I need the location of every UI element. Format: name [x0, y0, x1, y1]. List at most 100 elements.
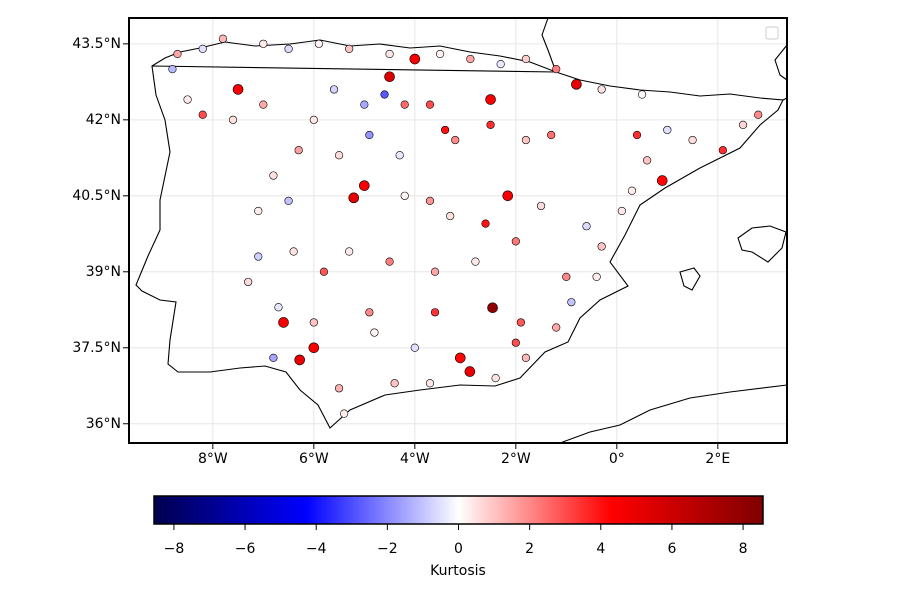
station-point [395, 151, 404, 160]
station-point [430, 267, 440, 276]
station-point [284, 44, 293, 53]
station-point [173, 49, 182, 59]
station-point [348, 192, 360, 204]
station-point [597, 242, 606, 251]
station-point [597, 85, 606, 94]
y-tick-label: 37.5°N [72, 340, 121, 356]
station-point [294, 146, 303, 155]
x-tick-label: 4°W [400, 451, 430, 467]
station-point [425, 196, 435, 205]
station-point [308, 342, 320, 354]
station-point [345, 44, 354, 53]
station-point [289, 247, 298, 256]
africa-coast [559, 384, 788, 444]
station-point [521, 135, 531, 145]
station-point [278, 317, 289, 328]
grid [129, 18, 787, 443]
x-tick-label: 2°W [501, 451, 531, 467]
station-point [627, 186, 637, 195]
y-tick-label: 43.5°N [72, 36, 121, 52]
station-point [663, 125, 672, 135]
colorbar-tick-label: −4 [306, 541, 327, 557]
station-point [365, 308, 374, 317]
station-point [754, 110, 763, 119]
station-point [309, 318, 318, 327]
station-point [329, 85, 339, 94]
legend-box [765, 26, 779, 40]
station-point [360, 100, 369, 109]
station-point [218, 34, 228, 43]
x-tick-label: 0° [609, 451, 625, 467]
station-point [314, 39, 323, 48]
colorbar-tick-label: 8 [739, 541, 748, 557]
colorbar-tick-label: −2 [377, 541, 398, 557]
station-point [269, 171, 278, 180]
station-point [435, 49, 445, 59]
ibiza [679, 267, 701, 291]
station-point [309, 115, 318, 124]
station-point [486, 120, 495, 129]
iberia-coast [135, 39, 784, 429]
station-point [496, 59, 505, 69]
station-point [385, 49, 394, 59]
station-point [738, 120, 748, 129]
station-point [334, 384, 344, 393]
station-point [254, 252, 263, 261]
station-point [521, 353, 531, 362]
station-point [441, 125, 450, 135]
station-point [552, 65, 561, 74]
station-point [637, 90, 647, 99]
station-point [451, 135, 460, 145]
station-point [567, 298, 576, 307]
station-point [370, 328, 379, 337]
station-point [430, 308, 440, 317]
station-point [454, 352, 466, 364]
map-frame [128, 17, 788, 444]
station-point [259, 39, 268, 48]
coastline [135, 17, 788, 444]
x-tick-label: 6°W [299, 451, 329, 467]
station-point [384, 71, 395, 83]
station-point [294, 354, 305, 366]
station-point [491, 374, 500, 383]
station-point [198, 44, 207, 53]
colorbar-label: Kurtosis [430, 563, 486, 579]
station-point [536, 201, 546, 211]
y-tick-label: 40.5°N [72, 188, 121, 204]
station-point [471, 257, 480, 266]
station-point [571, 79, 582, 90]
colorbar-tick-label: 2 [525, 541, 534, 557]
station-point [688, 135, 697, 145]
station-point [390, 379, 399, 388]
station-point [359, 180, 370, 191]
station-point [410, 343, 419, 352]
station-point [228, 115, 238, 124]
station-point [511, 237, 520, 246]
station-point [718, 146, 727, 155]
station-point [232, 84, 244, 95]
station-point [345, 247, 354, 256]
y-tick-label: 36°N [86, 416, 121, 432]
station-point [400, 191, 409, 200]
station-point [365, 130, 374, 140]
station-point [632, 130, 642, 140]
station-point [562, 272, 571, 281]
station-point [552, 323, 561, 332]
colorbar [153, 495, 764, 525]
station-point [244, 277, 253, 287]
station-point [582, 222, 591, 231]
station-point [409, 53, 421, 65]
x-tick-label: 8°W [198, 451, 228, 467]
colorbar-tick-label: −8 [164, 541, 185, 557]
station-point [274, 303, 283, 312]
station-point [198, 110, 207, 119]
station-point [516, 318, 525, 327]
y-tick-label: 39°N [86, 264, 121, 280]
station-point [385, 257, 394, 266]
station-point [656, 175, 668, 186]
station-point [380, 90, 389, 99]
station-point [269, 353, 278, 362]
station-point [521, 54, 531, 64]
colorbar-tick-label: 0 [454, 541, 463, 557]
